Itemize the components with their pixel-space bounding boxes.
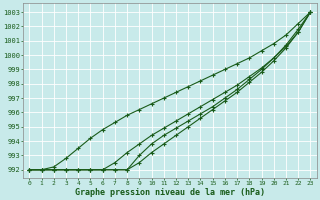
X-axis label: Graphe pression niveau de la mer (hPa): Graphe pression niveau de la mer (hPa)	[75, 188, 265, 197]
